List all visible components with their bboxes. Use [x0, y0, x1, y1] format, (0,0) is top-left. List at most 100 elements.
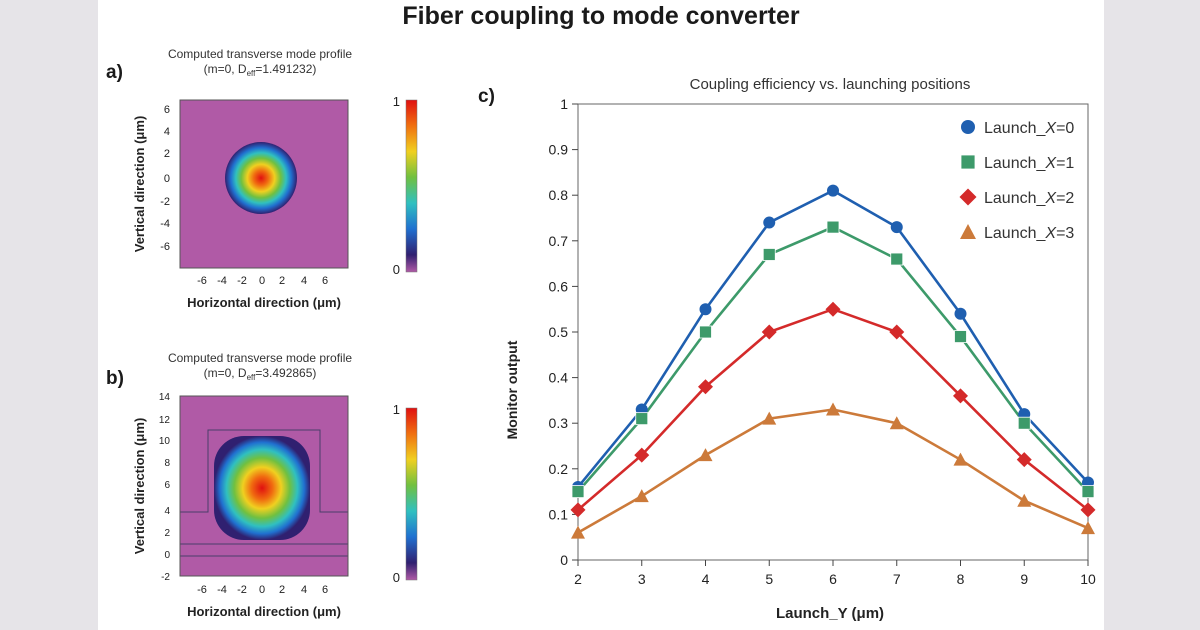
panel-a-title-line2: (m=0, Deff=1.491232)	[204, 62, 317, 78]
x-tick: -2	[237, 584, 247, 596]
chart-series	[570, 184, 1096, 539]
legend-label: Launch_X=2	[984, 190, 1074, 207]
data-point	[889, 416, 904, 430]
y-tick-label: 0.8	[549, 187, 569, 203]
panel-b-title-line2: (m=0, Deff=3.492865)	[204, 366, 317, 382]
panel-a-letter: a)	[106, 62, 123, 83]
x-tick: -4	[217, 275, 227, 287]
right-margin-band	[1104, 0, 1200, 630]
y-tick-label: 0	[560, 552, 568, 568]
y-tick-label: 0.6	[549, 278, 569, 294]
x-tick: 2	[279, 584, 285, 596]
x-tick: 6	[322, 584, 328, 596]
panel-c-letter: c)	[478, 86, 495, 107]
y-tick: 10	[159, 436, 171, 447]
x-tick: 6	[322, 275, 328, 287]
y-tick: -4	[160, 218, 170, 230]
data-point	[953, 452, 968, 466]
y-tick: -2	[161, 572, 170, 583]
left-margin-band	[0, 0, 98, 630]
x-axis-label-a: Horizontal direction (μm)	[187, 295, 341, 310]
figure-title: Fiber coupling to mode converter	[402, 2, 800, 30]
x-tick-label: 10	[1080, 571, 1096, 587]
mode-spot-a	[225, 142, 297, 214]
y-tick-label: 0.7	[549, 233, 569, 249]
y-tick-label: 0.1	[549, 506, 569, 522]
plot-frame-b	[179, 395, 349, 577]
data-point	[826, 220, 840, 234]
data-point	[634, 489, 649, 503]
data-point	[761, 324, 777, 340]
data-point	[699, 303, 712, 316]
panel-a-title-line1: Computed transverse mode profile	[168, 47, 352, 61]
x-tick-label: 9	[1020, 571, 1028, 587]
panel-b-title-line1: Computed transverse mode profile	[168, 351, 352, 365]
y-tick-label: 0.5	[549, 324, 569, 340]
x-tick-label: 5	[765, 571, 773, 587]
x-ticks-b: -6 -4 -2 0 2 4 6	[197, 584, 328, 596]
x-tick-label: 2	[574, 571, 582, 587]
x-tick: -6	[197, 275, 207, 287]
data-point	[762, 411, 777, 425]
data-point	[763, 216, 776, 229]
colorbar-max-b: 1	[393, 402, 400, 417]
colorbar-min-a: 0	[393, 262, 400, 277]
y-tick: 4	[164, 506, 170, 517]
legend-marker	[961, 120, 975, 134]
data-point	[571, 485, 585, 499]
y-tick: 12	[159, 415, 171, 426]
y-axis-label-b: Vertical direction (μm)	[132, 418, 147, 555]
x-tick: -2	[237, 275, 247, 287]
data-point	[570, 502, 586, 518]
legend-marker	[960, 224, 976, 239]
data-point	[635, 412, 649, 426]
y-axis-label-a: Vertical direction (μm)	[132, 116, 147, 253]
data-point	[1017, 493, 1032, 507]
data-point	[954, 330, 967, 343]
y-tick-label: 0.9	[549, 142, 569, 158]
data-point	[1080, 502, 1096, 518]
data-point	[826, 402, 840, 416]
y-tick-label: 0.2	[549, 461, 569, 477]
x-tick-label: 6	[829, 571, 837, 587]
x-tick: -4	[217, 584, 227, 596]
y-ticks-a: 6 4 2 0 -2 -4 -6	[160, 104, 170, 253]
data-point	[1017, 416, 1031, 430]
y-tick-label: 1	[560, 96, 568, 112]
mode-profile-a: Computed transverse mode profile (m=0, D…	[132, 47, 418, 310]
panel-b-letter: b)	[106, 368, 124, 389]
colorbar-max-a: 1	[393, 94, 400, 109]
x-tick-label: 7	[893, 571, 901, 587]
x-tick: 0	[259, 275, 265, 287]
x-tick: 0	[259, 584, 265, 596]
y-tick: 2	[164, 528, 170, 539]
y-tick: -6	[160, 241, 170, 253]
data-point	[1081, 485, 1095, 499]
data-point	[953, 388, 968, 404]
y-tick-label: 0.4	[549, 370, 569, 386]
legend-marker	[959, 188, 977, 206]
x-tick: -6	[197, 584, 207, 596]
data-point	[634, 447, 650, 463]
x-tick-label: 8	[957, 571, 965, 587]
data-point	[762, 248, 776, 261]
x-tick: 2	[279, 275, 285, 287]
coupling-efficiency-chart: Coupling efficiency vs. launching positi…	[504, 76, 1096, 622]
legend-label: Launch_X=1	[984, 155, 1074, 172]
y-tick: 6	[164, 104, 170, 116]
y-tick: 0	[164, 550, 170, 561]
y-tick: 2	[164, 148, 170, 160]
mode-spot-b	[214, 436, 310, 540]
y-tick: -2	[160, 196, 170, 208]
colorbar-a	[405, 99, 418, 273]
data-point	[699, 325, 712, 339]
x-axis-label-b: Horizontal direction (μm)	[187, 604, 341, 619]
chart-axes: 0 0.1 0.2 0.3 0.4 0.5 0.6 0.7 0.8 0.9 1 2 3 4 5 6 7 8 9 10	[549, 96, 1096, 587]
waveguide-outline-b	[180, 429, 348, 513]
chart-legend: Launch_X=0 Launch_X=1 Launch_X=2 Launch_X=3	[959, 120, 1074, 242]
plot-frame-a	[179, 99, 349, 269]
legend-label: Launch_X=0	[984, 120, 1074, 137]
series-line	[577, 225, 1089, 493]
x-tick: 4	[301, 275, 307, 287]
x-tick-label: 4	[702, 571, 710, 587]
